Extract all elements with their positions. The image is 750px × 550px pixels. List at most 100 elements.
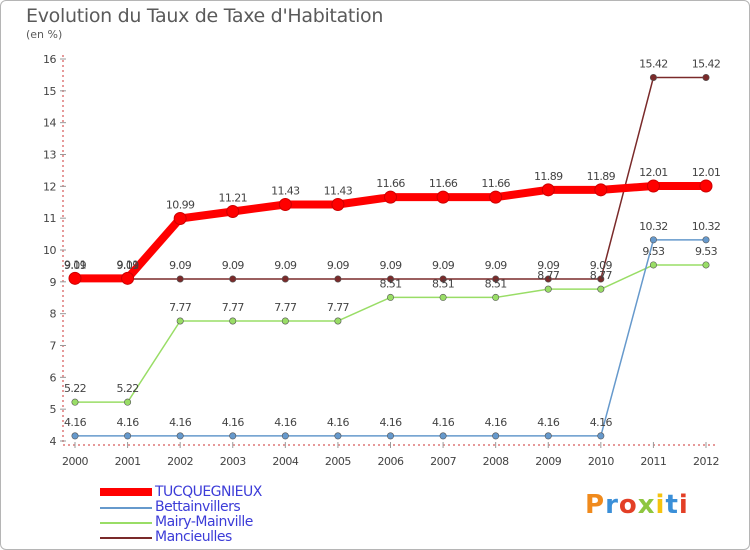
data-label-mancieulles: 9.09: [64, 259, 87, 272]
data-label-mairy-mainville: 8.51: [432, 277, 454, 290]
x-tick-label: 2010: [588, 455, 614, 468]
data-point-bettainvillers: [71, 432, 79, 440]
proxiti-logo: Proxiti: [585, 490, 689, 520]
y-tick-label: 5: [50, 403, 57, 416]
x-tick-label: 2000: [62, 455, 88, 468]
data-label-tucquegnieux: 11.89: [587, 170, 616, 183]
data-label-mairy-mainville: 5.22: [117, 382, 139, 395]
data-label-tucquegnieux: 12.01: [692, 166, 721, 179]
data-point-bettainvillers: [281, 432, 289, 440]
data-point-tucquegnieux: [331, 197, 345, 211]
logo-letter: t: [665, 490, 679, 520]
data-point-bettainvillers: [492, 432, 500, 440]
data-point-mairy-mainville: [386, 293, 394, 301]
data-label-bettainvillers: 4.16: [327, 416, 350, 429]
x-tick-label: 2004: [272, 455, 298, 468]
data-point-bettainvillers: [439, 432, 447, 440]
chart-title: Evolution du Taux de Taxe d'Habitation: [26, 5, 384, 27]
y-tick-label: 14: [43, 117, 56, 130]
legend-swatch-bettainvillers: [100, 507, 152, 509]
data-point-mairy-mainville: [124, 398, 132, 406]
data-label-mancieulles: 15.42: [639, 57, 668, 70]
data-label-mancieulles: 9.09: [117, 259, 140, 272]
logo-letter: i: [655, 490, 666, 520]
data-label-mairy-mainville: 7.77: [222, 301, 245, 314]
data-label-bettainvillers: 4.16: [379, 416, 402, 429]
logo-letter: x: [637, 490, 656, 520]
x-tick-label: 2003: [220, 455, 246, 468]
data-point-tucquegnieux: [226, 204, 240, 218]
data-label-mancieulles: 9.09: [432, 259, 455, 272]
series-mairy-mainville: [71, 261, 710, 406]
x-tick-label: 2002: [167, 455, 193, 468]
data-point-bettainvillers: [124, 432, 132, 440]
data-label-mairy-mainville: 7.77: [169, 301, 192, 314]
data-point-bettainvillers: [386, 432, 394, 440]
data-point-mancieulles: [597, 275, 605, 283]
data-label-tucquegnieux: 11.21: [219, 191, 248, 204]
data-point-tucquegnieux: [173, 211, 187, 225]
data-label-tucquegnieux: 12.01: [639, 166, 668, 179]
data-label-mairy-mainville: 5.22: [64, 382, 86, 395]
data-label-tucquegnieux: 11.43: [271, 184, 300, 197]
data-label-mancieulles: 9.09: [590, 259, 613, 272]
data-label-bettainvillers: 4.16: [485, 416, 508, 429]
x-tick-label: 2005: [325, 455, 351, 468]
data-label-bettainvillers: 4.16: [222, 416, 245, 429]
data-label-bettainvillers: 10.32: [639, 220, 668, 233]
data-point-mairy-mainville: [281, 317, 289, 325]
data-point-tucquegnieux: [384, 190, 397, 204]
data-label-mancieulles: 9.09: [169, 259, 192, 272]
data-point-tucquegnieux: [436, 190, 450, 204]
legend-label-mairy-mainville: Mairy-Mainville: [155, 514, 253, 530]
data-label-bettainvillers: 4.16: [169, 416, 192, 429]
chart-subtitle: (en %): [26, 28, 63, 41]
legend-swatch-tucquegnieux: [100, 488, 152, 496]
data-point-bettainvillers: [229, 432, 237, 440]
series-tucquegnieux: [68, 179, 713, 285]
x-tick-label: 2007: [430, 455, 456, 468]
data-label-mairy-mainville: 8.77: [537, 269, 560, 282]
data-point-mancieulles: [439, 275, 447, 283]
data-label-tucquegnieux: 10.99: [166, 198, 195, 211]
data-point-tucquegnieux: [278, 197, 292, 211]
data-point-mancieulles: [702, 73, 710, 81]
data-label-bettainvillers: 4.16: [432, 416, 455, 429]
data-label-mancieulles: 9.09: [537, 259, 560, 272]
y-tick-label: 8: [50, 308, 57, 321]
y-tick-label: 9: [50, 276, 57, 289]
data-label-mairy-mainville: 8.51: [379, 277, 401, 290]
data-label-mancieulles: 15.42: [692, 57, 721, 70]
logo-letter: o: [618, 490, 638, 520]
data-label-mairy-mainville: 7.77: [274, 301, 297, 314]
data-point-mairy-mainville: [439, 293, 447, 301]
data-point-bettainvillers: [702, 236, 710, 244]
data-point-bettainvillers: [597, 432, 605, 440]
y-tick-label: 13: [43, 149, 56, 162]
data-point-mairy-mainville: [702, 261, 710, 269]
y-tick-label: 12: [43, 180, 56, 193]
data-label-mancieulles: 9.09: [485, 259, 508, 272]
data-point-mairy-mainville: [492, 293, 500, 301]
data-label-tucquegnieux: 11.66: [376, 177, 405, 190]
data-point-mairy-mainville: [334, 317, 342, 325]
data-label-bettainvillers: 4.16: [537, 416, 560, 429]
data-point-mancieulles: [334, 275, 342, 283]
data-label-mairy-mainville: 7.77: [327, 301, 350, 314]
legend-label-bettainvillers: Bettainvillers: [155, 499, 241, 515]
data-point-tucquegnieux: [646, 179, 660, 193]
x-tick-label: 2006: [378, 455, 404, 468]
data-point-bettainvillers: [334, 432, 342, 440]
data-point-mancieulles: [386, 275, 394, 283]
data-point-mancieulles: [649, 73, 657, 81]
data-point-tucquegnieux: [541, 183, 555, 197]
data-label-mairy-mainville: 9.53: [695, 245, 718, 258]
y-tick-label: 4: [50, 435, 57, 448]
legend-swatch-mancieulles: [100, 537, 152, 539]
data-label-tucquegnieux: 9.11: [117, 258, 139, 271]
data-point-tucquegnieux: [594, 183, 608, 197]
data-point-mairy-mainville: [544, 285, 552, 293]
x-tick-label: 2009: [535, 455, 561, 468]
data-point-bettainvillers: [544, 432, 552, 440]
data-point-mancieulles: [281, 275, 289, 283]
